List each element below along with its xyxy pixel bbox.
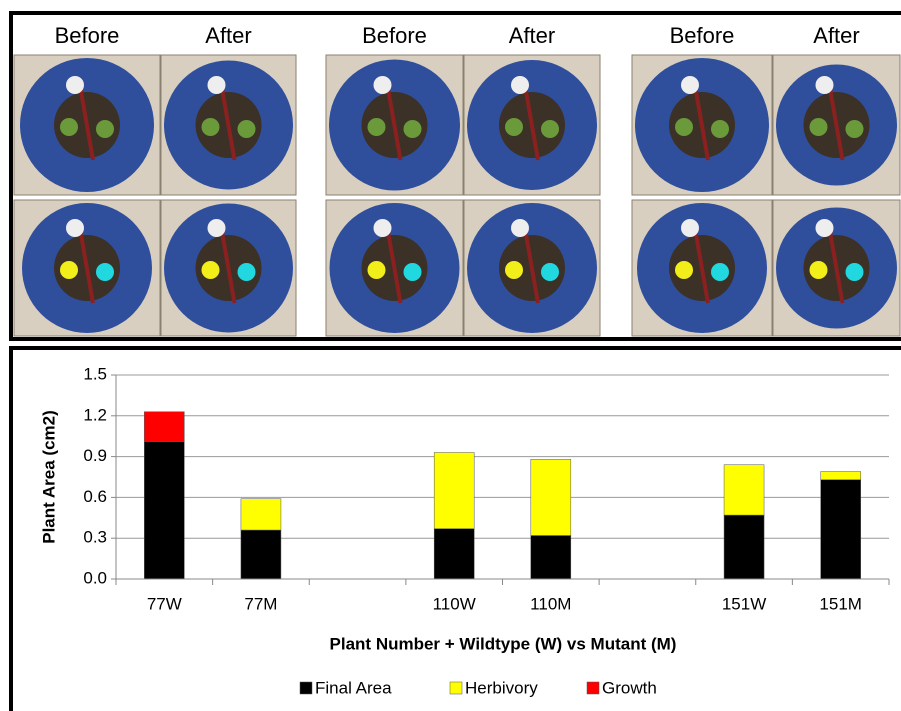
stick <box>77 79 95 161</box>
bar-segment <box>820 471 861 480</box>
plant <box>711 263 729 281</box>
chart: Plant Area (cm2) Plant Number + Wildtype… <box>39 364 890 697</box>
tag <box>66 219 84 237</box>
bar-segment <box>530 535 572 580</box>
stick <box>77 222 95 304</box>
plant <box>505 261 523 279</box>
bar-segment <box>144 441 185 580</box>
bar-segment <box>433 452 475 529</box>
tag <box>815 219 834 237</box>
legend-label: Herbivory <box>465 678 538 697</box>
x-tick-label: 151W <box>722 594 766 613</box>
bar-segment <box>723 514 765 580</box>
bar-segment <box>144 411 185 442</box>
bar-segment <box>820 479 861 580</box>
plant <box>675 118 693 136</box>
x-tick-label: 151M <box>819 594 862 613</box>
tag <box>373 76 392 94</box>
photo-header: After <box>205 23 251 48</box>
tag <box>207 76 226 94</box>
plant <box>403 263 422 281</box>
bar-segment <box>240 529 282 580</box>
plant <box>809 118 828 136</box>
x-tick-label: 110W <box>433 594 476 613</box>
y-tick-label: 0.6 <box>83 487 107 506</box>
y-tick-label: 0.3 <box>83 528 107 547</box>
stick <box>826 222 845 304</box>
plant <box>60 261 78 279</box>
plant <box>403 120 422 138</box>
y-tick-label: 1.5 <box>83 364 107 383</box>
plant <box>96 263 114 281</box>
plant <box>541 120 559 138</box>
stick <box>522 222 540 304</box>
plant <box>845 263 864 281</box>
plant <box>675 261 693 279</box>
plant <box>505 118 523 136</box>
legend-swatch <box>449 681 463 695</box>
plant <box>367 118 386 136</box>
tag <box>373 219 392 237</box>
legend-label: Final Area <box>315 678 392 697</box>
bar-segment <box>240 498 282 531</box>
y-axis-title: Plant Area (cm2) <box>39 410 58 544</box>
plant <box>711 120 729 138</box>
x-tick-label: 77M <box>244 594 277 613</box>
plant <box>845 120 864 138</box>
stick <box>692 222 710 304</box>
tag <box>511 219 529 237</box>
tag <box>66 76 84 94</box>
stick <box>826 79 845 161</box>
legend-swatch <box>299 681 313 695</box>
x-axis-title: Plant Number + Wildtype (W) vs Mutant (M… <box>330 634 677 653</box>
y-tick-label: 1.2 <box>83 405 107 424</box>
stick <box>384 79 403 161</box>
stick <box>384 222 403 304</box>
x-tick-label: 77W <box>147 594 182 613</box>
plant <box>201 118 220 136</box>
tag <box>681 219 699 237</box>
bar-segment <box>723 464 765 516</box>
stick <box>218 222 237 304</box>
bar-segment <box>433 528 475 580</box>
tag <box>815 76 834 94</box>
photo-header: Before <box>55 23 120 48</box>
tag <box>207 219 226 237</box>
legend-label: Growth <box>602 678 657 697</box>
photo-grid: Before After Before After Before After <box>13 23 901 337</box>
stick <box>692 79 710 161</box>
plant <box>237 263 256 281</box>
photo-header: After <box>509 23 555 48</box>
plant <box>367 261 386 279</box>
y-tick-label: 0.9 <box>83 446 107 465</box>
y-tick-label: 0.0 <box>83 568 107 587</box>
stick <box>522 79 540 161</box>
plant <box>809 261 828 279</box>
tag <box>681 76 699 94</box>
photo-header: Before <box>362 23 427 48</box>
plant <box>96 120 114 138</box>
photo-header: Before <box>670 23 735 48</box>
plant <box>237 120 256 138</box>
stick <box>218 79 237 161</box>
tag <box>511 76 529 94</box>
plant <box>60 118 78 136</box>
plant <box>201 261 220 279</box>
bar-segment <box>530 459 572 536</box>
plant <box>541 263 559 281</box>
legend-swatch <box>586 681 600 695</box>
photo-header: After <box>813 23 859 48</box>
x-tick-label: 110M <box>530 594 571 613</box>
